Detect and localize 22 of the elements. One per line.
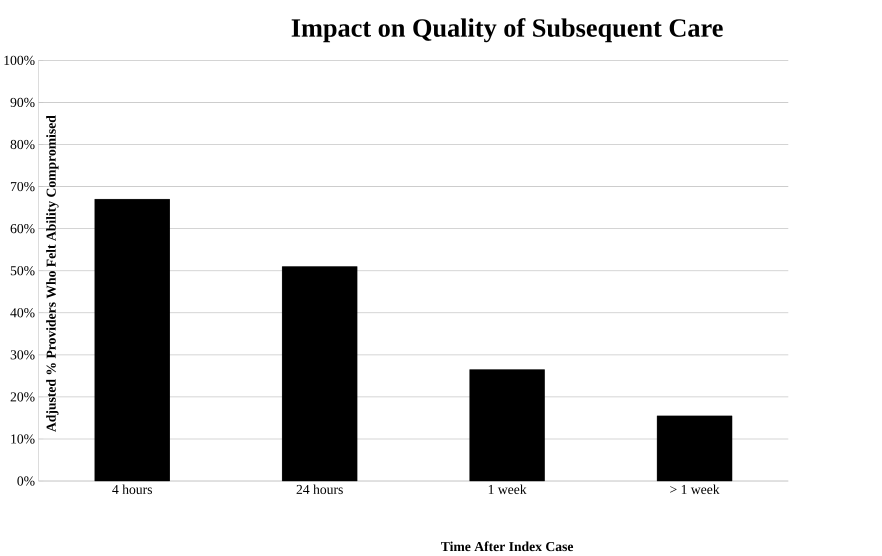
x-tick-label: 24 hours — [296, 484, 343, 494]
x-tick-label: > 1 week — [670, 484, 720, 494]
y-tick-label: 10% — [11, 434, 35, 444]
bar — [282, 266, 358, 482]
y-tick-label: 50% — [10, 266, 35, 276]
y-tick-label: 100% — [4, 56, 35, 65]
y-tick-label: 60% — [10, 224, 35, 234]
y-tick-label: 0% — [17, 476, 35, 486]
y-tick-label: 90% — [10, 98, 35, 108]
bar — [469, 369, 545, 482]
bar — [94, 198, 170, 482]
x-axis-title: Time After Index Case — [441, 541, 574, 552]
x-tick-label: 1 week — [488, 484, 527, 494]
x-tick-label: 4 hours — [112, 484, 152, 494]
y-tick-label: 40% — [10, 308, 35, 318]
y-tick-label: 70% — [10, 182, 35, 192]
y-tick-label: 30% — [10, 350, 35, 360]
bar — [656, 416, 732, 482]
y-tick-label: 80% — [10, 140, 35, 150]
y-axis-title: Adjusted % Providers Who Felt Ability Compromised — [46, 115, 59, 432]
y-tick-label: 20% — [10, 392, 35, 402]
chart-title: Impact on Quality of Subsequent Care — [292, 18, 723, 42]
